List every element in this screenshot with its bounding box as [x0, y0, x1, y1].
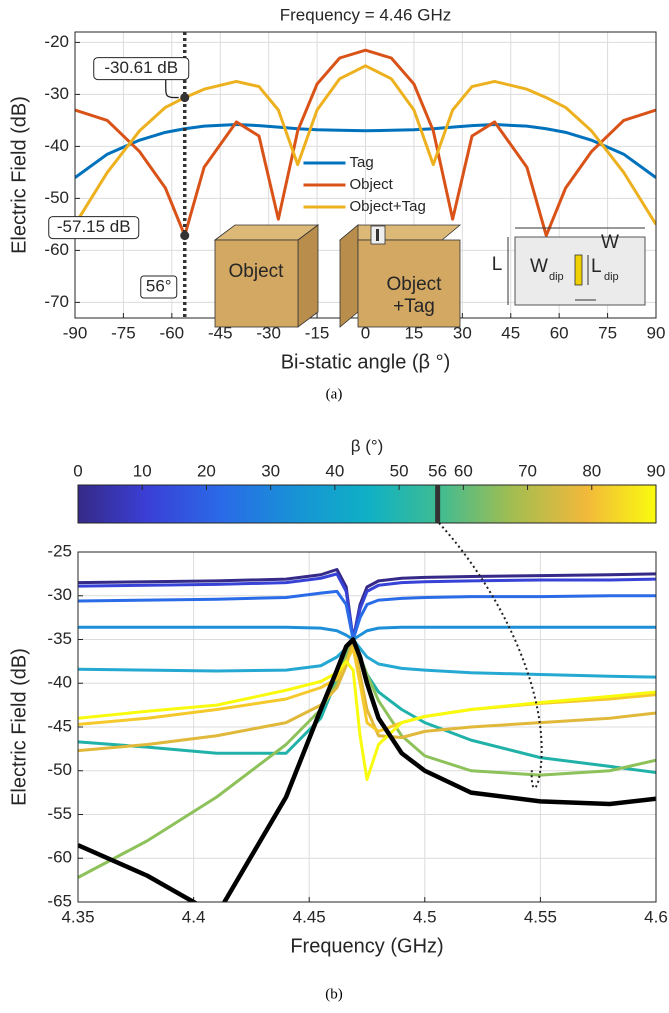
- series-line: [78, 589, 656, 641]
- inset-label: W: [601, 232, 619, 253]
- annotation-box: [140, 275, 178, 299]
- y-tick-label: -30: [47, 585, 72, 604]
- series-line: [78, 638, 656, 679]
- x-tick-label: 4.45: [293, 907, 326, 926]
- x-tick-label: 4.35: [61, 907, 94, 926]
- annotation: -30.61 dB: [104, 58, 178, 77]
- x-tick-label: 4.6: [644, 907, 668, 926]
- y-tick-label: -55: [47, 804, 72, 823]
- colorbar-tick-label: 50: [390, 461, 409, 480]
- x-tick-label: 45: [501, 323, 520, 342]
- inset-label: +Tag: [393, 296, 435, 317]
- y-tick-label: -65: [47, 891, 72, 910]
- inset-label: L: [591, 256, 602, 277]
- colorbar-label: β (°): [351, 436, 384, 455]
- x-axis-label: Bi-static angle (β °): [281, 351, 451, 373]
- annotation-box: [93, 57, 190, 81]
- series-group: [78, 568, 656, 902]
- legend-label: Object: [350, 176, 394, 193]
- x-tick-label: -75: [111, 323, 136, 342]
- inset-label: Object: [229, 261, 285, 282]
- series-line: [78, 659, 656, 781]
- colorbar-tick-label: 40: [325, 461, 344, 480]
- y-tick-label: -40: [47, 673, 72, 692]
- inset-label: dip: [604, 271, 619, 283]
- caption: (a): [326, 386, 343, 402]
- plot-frame: [77, 551, 657, 903]
- colorbar-tick-label: 70: [518, 461, 537, 480]
- x-tick-label: -60: [160, 323, 185, 342]
- series-line: [78, 637, 656, 902]
- x-tick-label: 0: [361, 323, 370, 342]
- colorbar: [77, 484, 657, 524]
- y-tick-label: -60: [47, 848, 72, 867]
- series-line: [78, 568, 656, 641]
- colorbar-tick-label: 56: [428, 461, 447, 480]
- y-tick-label: -25: [47, 541, 72, 560]
- y-tick-label: -50: [47, 760, 72, 779]
- annotation: -57.15 dB: [57, 217, 131, 236]
- series-line: [78, 625, 656, 641]
- inset-label: Object: [387, 274, 443, 295]
- x-tick-label: 4.55: [524, 907, 557, 926]
- y-tick-label: -50: [44, 188, 69, 207]
- colorbar-tick-label: 0: [73, 461, 82, 480]
- y-tick-label: -35: [47, 629, 72, 648]
- colorbar-tick-label: 10: [133, 461, 152, 480]
- x-tick-label: 90: [647, 323, 666, 342]
- legend-label: Tag: [350, 154, 374, 171]
- x-tick-label: 30: [453, 323, 472, 342]
- y-tick-label: -20: [44, 32, 69, 51]
- y-tick-label: -40: [44, 136, 69, 155]
- annotation-box: [48, 216, 140, 240]
- legend-label: Object+Tag: [350, 198, 426, 215]
- chart-title: Frequency = 4.46 GHz: [280, 5, 452, 24]
- y-tick-label: -30: [44, 84, 69, 103]
- x-axis-label: Frequency (GHz): [290, 935, 443, 957]
- y-tick-label: -45: [47, 716, 72, 735]
- x-tick-label: -15: [305, 323, 330, 342]
- y-axis-label: Electric Field (dB): [8, 648, 30, 806]
- series-line: [78, 572, 656, 641]
- annotated-point: [180, 93, 190, 103]
- y-axis-label: Electric Field (dB): [8, 96, 30, 254]
- x-tick-label: -90: [63, 323, 88, 342]
- x-tick-label: 15: [404, 323, 423, 342]
- inset-label: dip: [549, 271, 564, 283]
- colorbar-tick-label: 20: [197, 461, 216, 480]
- colorbar-tick-label: 30: [261, 461, 280, 480]
- x-tick-label: 60: [550, 323, 569, 342]
- colorbar-tick-label: 60: [454, 461, 473, 480]
- caption: (b): [325, 986, 343, 1002]
- x-tick-label: 75: [598, 323, 617, 342]
- inset-illustration: Object Object +Tag W L W dip L dip: [213, 224, 646, 328]
- x-tick-label: 4.4: [182, 907, 206, 926]
- annotated-point: [180, 231, 190, 241]
- x-tick-label: -30: [256, 323, 281, 342]
- annotation: 56°: [146, 276, 172, 295]
- colorbar-tick-label: 80: [582, 461, 601, 480]
- x-tick-label: -45: [208, 323, 233, 342]
- inset-label: W: [530, 256, 548, 277]
- annotation-arrow: [165, 79, 179, 99]
- series-line: [78, 638, 656, 753]
- inset-label: L: [492, 254, 503, 275]
- colorbar-tick-label: 90: [647, 461, 666, 480]
- y-tick-label: -70: [44, 292, 69, 311]
- pointer-curve: [438, 522, 543, 789]
- y-tick-label: -60: [44, 240, 69, 259]
- x-tick-label: 4.5: [413, 907, 437, 926]
